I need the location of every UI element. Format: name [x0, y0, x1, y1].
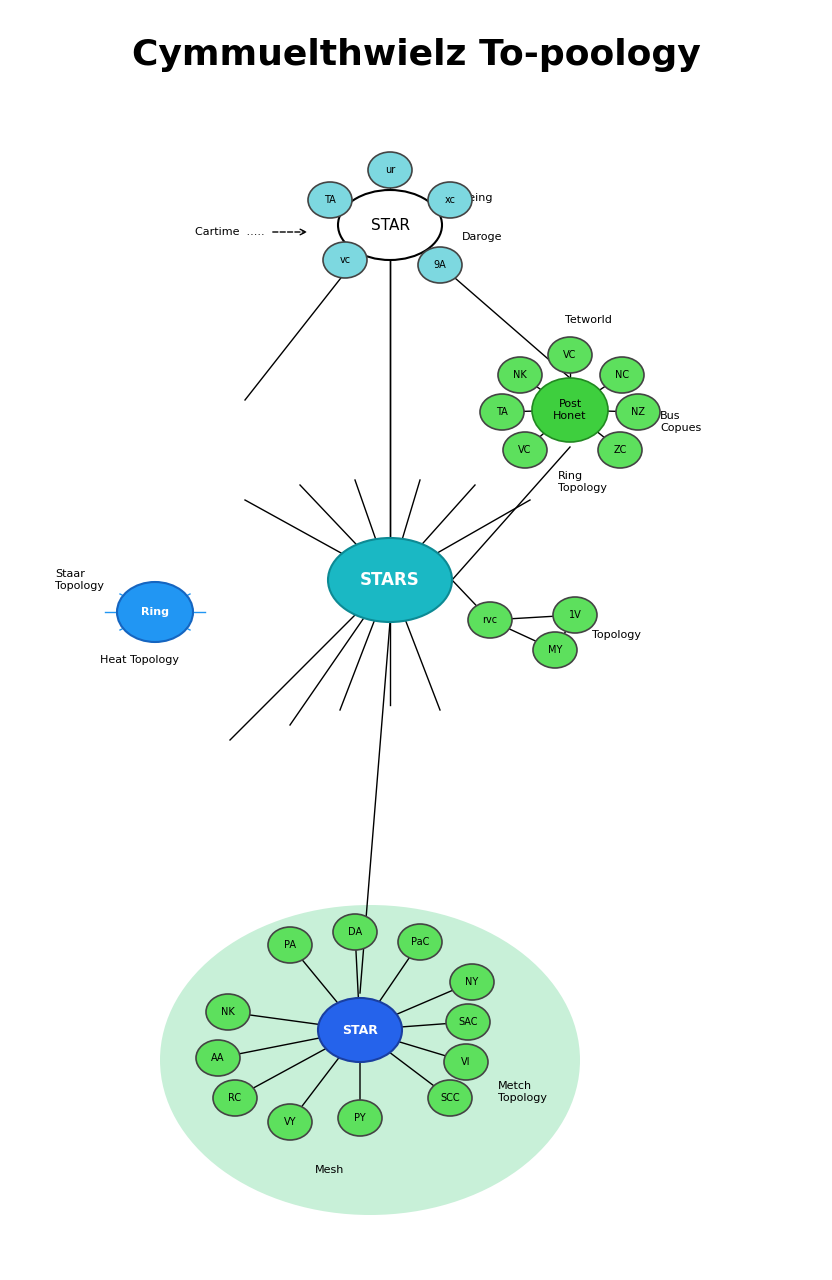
Text: TA: TA — [496, 407, 508, 417]
Text: STAR: STAR — [370, 218, 409, 233]
Text: 9A: 9A — [433, 260, 447, 270]
Text: PaC: PaC — [411, 937, 429, 947]
Ellipse shape — [532, 378, 608, 442]
Text: Mesh: Mesh — [315, 1165, 344, 1175]
Ellipse shape — [117, 582, 193, 643]
Ellipse shape — [268, 927, 312, 963]
Ellipse shape — [428, 182, 472, 218]
Text: ur: ur — [385, 165, 395, 175]
Text: DA: DA — [348, 927, 362, 937]
Text: Bus
Copues: Bus Copues — [660, 411, 701, 433]
Text: STAR: STAR — [342, 1024, 378, 1037]
Text: vc: vc — [339, 255, 350, 265]
Text: PY: PY — [354, 1114, 366, 1123]
Ellipse shape — [548, 337, 592, 372]
Text: VC: VC — [518, 445, 532, 454]
Text: NC: NC — [615, 370, 629, 380]
Text: PA: PA — [284, 940, 296, 950]
Ellipse shape — [468, 602, 512, 637]
Ellipse shape — [418, 247, 462, 283]
Ellipse shape — [268, 1103, 312, 1140]
Ellipse shape — [368, 152, 412, 188]
Ellipse shape — [398, 924, 442, 960]
Text: Post
Honet: Post Honet — [553, 399, 587, 421]
Text: Daroge: Daroge — [462, 232, 503, 242]
Text: VC: VC — [563, 349, 577, 360]
Ellipse shape — [428, 1080, 472, 1116]
Text: RC: RC — [229, 1093, 241, 1103]
Ellipse shape — [338, 1100, 382, 1137]
Ellipse shape — [323, 242, 367, 278]
Ellipse shape — [213, 1080, 257, 1116]
Text: SAC: SAC — [458, 1018, 478, 1027]
Text: xc: xc — [444, 195, 455, 205]
Text: NZ: NZ — [631, 407, 645, 417]
Text: NK: NK — [513, 370, 527, 380]
Ellipse shape — [600, 357, 644, 393]
Ellipse shape — [196, 1039, 240, 1076]
Text: STARS: STARS — [360, 571, 420, 589]
Text: 1V: 1V — [568, 611, 582, 620]
Text: Staar
Topology: Staar Topology — [55, 570, 104, 591]
Ellipse shape — [444, 1044, 488, 1080]
Text: Ring: Ring — [141, 607, 169, 617]
Ellipse shape — [598, 431, 642, 468]
Ellipse shape — [318, 998, 402, 1062]
Text: AA: AA — [211, 1053, 225, 1062]
Ellipse shape — [498, 357, 542, 393]
Ellipse shape — [333, 914, 377, 950]
Text: Topology: Topology — [592, 630, 641, 640]
Ellipse shape — [503, 431, 547, 468]
Ellipse shape — [206, 995, 250, 1030]
Text: MY: MY — [547, 645, 562, 655]
Ellipse shape — [533, 632, 577, 668]
Ellipse shape — [450, 964, 494, 1000]
Text: Cartime  .....: Cartime ..... — [195, 227, 265, 237]
Text: Ring
Topology: Ring Topology — [558, 471, 607, 493]
Text: NK: NK — [221, 1007, 235, 1018]
Ellipse shape — [308, 182, 352, 218]
Text: Metch
Topology: Metch Topology — [498, 1082, 547, 1103]
Text: Cymmuelthwielz To-poology: Cymmuelthwielz To-poology — [131, 38, 701, 72]
Text: VI: VI — [461, 1057, 471, 1068]
Text: SCC: SCC — [440, 1093, 460, 1103]
Text: Heat Topology: Heat Topology — [100, 655, 179, 666]
Ellipse shape — [480, 394, 524, 430]
Ellipse shape — [553, 596, 597, 634]
Ellipse shape — [160, 905, 580, 1215]
Text: Reing: Reing — [462, 193, 493, 204]
Text: ZC: ZC — [613, 445, 626, 454]
Text: rvc: rvc — [483, 614, 498, 625]
Text: TA: TA — [324, 195, 336, 205]
Ellipse shape — [616, 394, 660, 430]
Ellipse shape — [328, 538, 452, 622]
Text: Tetworld: Tetworld — [565, 315, 612, 325]
Text: NY: NY — [465, 977, 478, 987]
Ellipse shape — [446, 1004, 490, 1039]
Ellipse shape — [338, 189, 442, 260]
Text: VY: VY — [284, 1117, 296, 1126]
